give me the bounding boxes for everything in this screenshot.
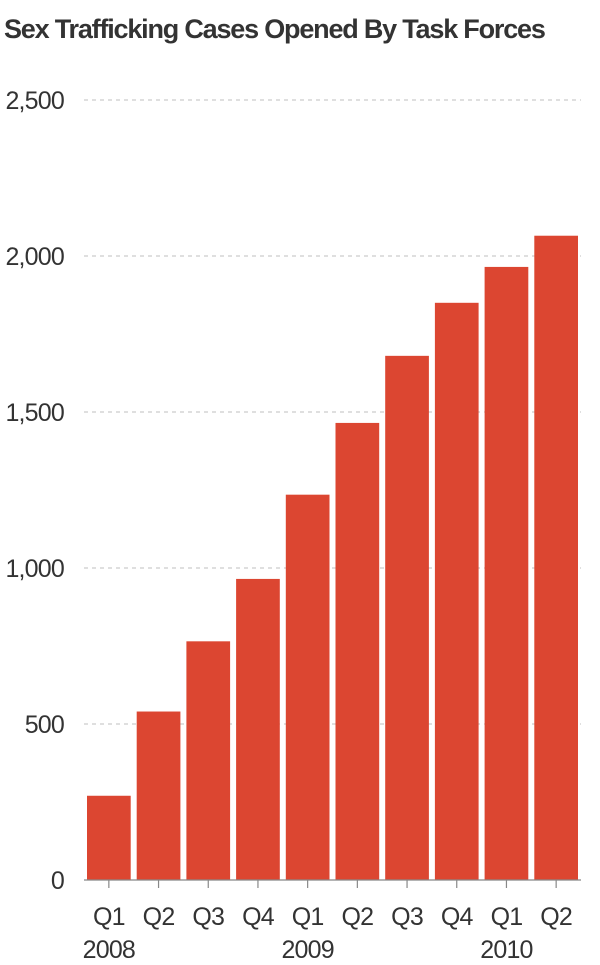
y-tick-label: 500 (25, 711, 64, 739)
x-tick-label: Q1 (491, 903, 523, 931)
bar (136, 711, 181, 880)
y-axis: 0 500 1,000 1,500 2,000 2,500 (5, 87, 64, 895)
bar (285, 494, 330, 880)
year-label: 2009 (281, 936, 333, 964)
x-tick-label: Q2 (143, 903, 175, 931)
bar (87, 795, 131, 880)
year-label: 2010 (480, 936, 532, 964)
bars (87, 235, 578, 881)
x-tick-label: Q2 (341, 903, 373, 931)
x-tick-label: Q3 (391, 903, 423, 931)
x-axis: Q1 Q2 Q3 Q4 Q1 Q2 Q3 Q4 Q1 Q2 2008 2009 2010 (83, 879, 581, 964)
x-tick-label: Q1 (292, 903, 324, 931)
bar (335, 422, 380, 880)
y-tick-label: 2,500 (5, 87, 64, 115)
y-tick-label: 1,000 (5, 555, 64, 583)
y-tick-label: 0 (51, 867, 64, 895)
chart-title: Sex Trafficking Cases Opened By Task For… (4, 14, 546, 44)
year-label: 2008 (83, 936, 135, 964)
bar (236, 578, 280, 880)
bar (484, 266, 529, 880)
x-tick-label: Q2 (540, 903, 572, 931)
bar (186, 641, 231, 880)
x-tick-label: Q1 (93, 903, 125, 931)
x-tick-label: Q4 (242, 903, 275, 931)
y-tick-label: 1,500 (5, 399, 64, 427)
y-tick-label: 2,000 (5, 243, 64, 271)
bar (385, 355, 429, 881)
x-tick-label: Q3 (192, 903, 224, 931)
x-tick-label: Q4 (441, 903, 474, 931)
bar (434, 302, 479, 880)
bar (534, 235, 578, 881)
